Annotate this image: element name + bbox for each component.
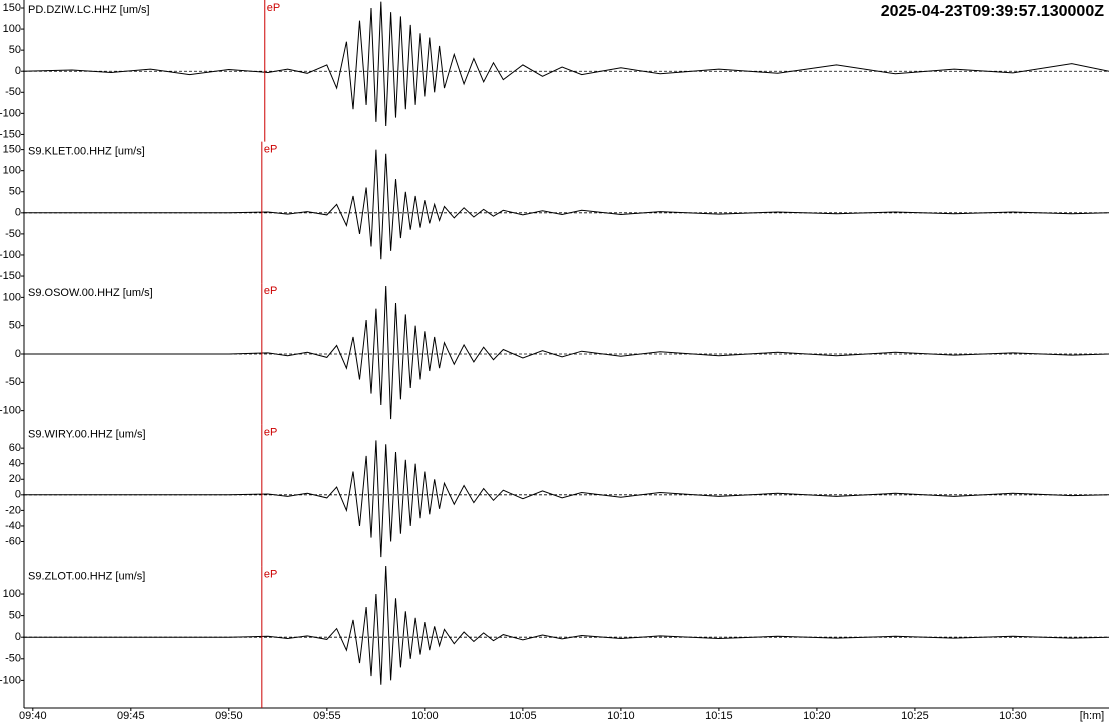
y-tick-label: 100: [3, 291, 21, 303]
y-tick-label: -100: [0, 405, 21, 417]
trace-label: S9.ZLOT.00.HHZ [um/s]: [28, 570, 145, 582]
y-tick-label: -20: [5, 504, 21, 516]
y-tick-label: 150: [3, 144, 21, 156]
y-tick-label: 20: [9, 473, 21, 485]
x-tick-label: 09:40: [19, 710, 47, 722]
y-tick-label: -50: [5, 653, 21, 665]
pick-label: eP: [264, 144, 277, 156]
x-tick-label: 09:55: [313, 710, 341, 722]
waveform: [22, 1, 1109, 127]
y-tick-label: -150: [0, 128, 21, 140]
y-tick-label: 50: [9, 186, 21, 198]
x-tick-label: 10:10: [607, 710, 635, 722]
trace-label: PD.DZIW.LC.HHZ [um/s]: [28, 4, 150, 16]
x-tick-label: 10:25: [901, 710, 929, 722]
x-tick-label: 10:00: [411, 710, 439, 722]
y-tick-label: -100: [0, 249, 21, 261]
y-tick-label: -100: [0, 107, 21, 119]
y-tick-label: -100: [0, 674, 21, 686]
y-tick-label: 50: [9, 610, 21, 622]
y-tick-label: 100: [3, 23, 21, 35]
y-tick-label: 50: [9, 44, 21, 56]
y-tick-label: 0: [15, 207, 21, 219]
y-tick-label: 0: [15, 348, 21, 360]
x-tick-label: 10:05: [509, 710, 537, 722]
x-tick-label: 10:20: [803, 710, 831, 722]
y-tick-label: -40: [5, 520, 21, 532]
x-tick-label: 10:30: [999, 710, 1027, 722]
x-tick-label: 09:50: [215, 710, 243, 722]
y-tick-label: 0: [15, 631, 21, 643]
y-tick-label: 0: [15, 65, 21, 77]
x-tick-label: 09:45: [117, 710, 145, 722]
y-tick-label: -150: [0, 270, 21, 282]
waveform: [23, 285, 1109, 420]
y-tick-label: 40: [9, 458, 21, 470]
y-tick-label: 150: [3, 2, 21, 14]
y-tick-label: -50: [5, 228, 21, 240]
y-tick-label: 60: [9, 442, 21, 454]
trace-label: S9.WIRY.00.HHZ [um/s]: [28, 429, 146, 441]
y-tick-label: 50: [9, 320, 21, 332]
timestamp-title: 2025-04-23T09:39:57.130000Z: [881, 3, 1105, 20]
y-tick-label: -60: [5, 535, 21, 547]
y-tick-label: 100: [3, 588, 21, 600]
pick-label: eP: [264, 285, 277, 297]
pick-label: eP: [264, 568, 277, 580]
y-tick-label: -50: [5, 86, 21, 98]
waveform: [23, 149, 1109, 260]
pick-label: eP: [264, 427, 277, 439]
pick-label: eP: [267, 2, 280, 14]
y-tick-label: 100: [3, 165, 21, 177]
waveform: [23, 565, 1109, 685]
y-tick-label: -50: [5, 376, 21, 388]
x-axis-label: [h:m]: [1080, 710, 1104, 722]
x-tick-label: 10:15: [705, 710, 733, 722]
y-tick-label: 0: [15, 489, 21, 501]
waveform: [23, 440, 1109, 558]
trace-label: S9.KLET.00.HHZ [um/s]: [28, 146, 145, 158]
trace-label: S9.OSOW.00.HHZ [um/s]: [28, 287, 153, 299]
